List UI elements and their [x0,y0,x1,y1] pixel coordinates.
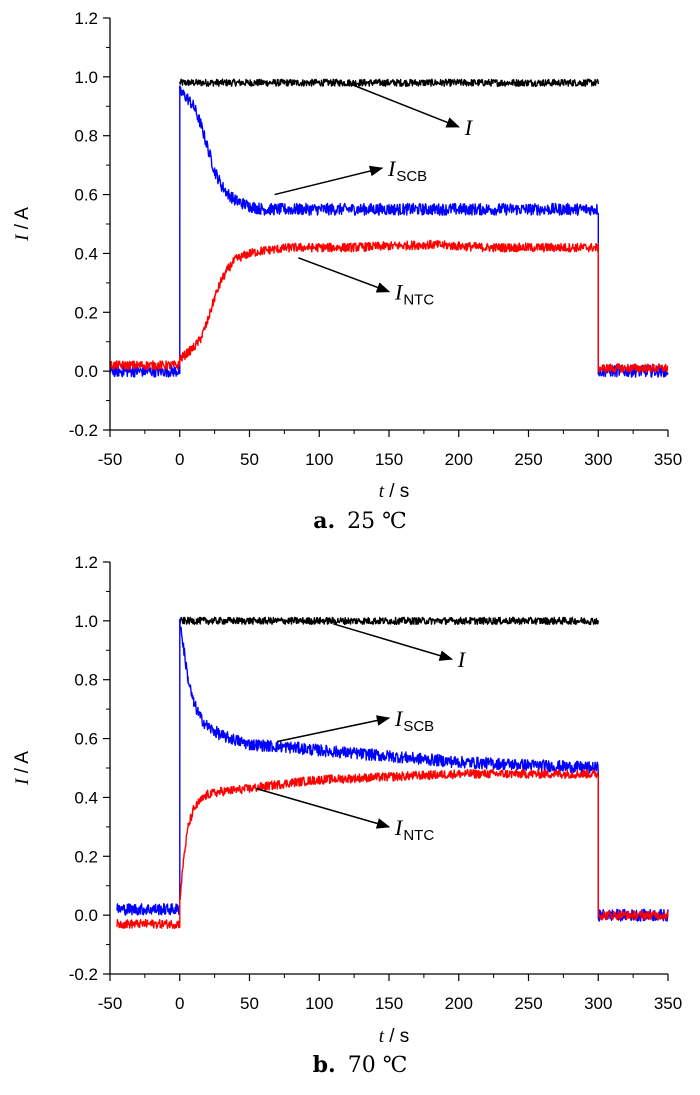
x-tick-label: 0 [175,994,184,1013]
x-tick-label: 100 [305,450,333,469]
series-trace [109,239,669,374]
series-trace [109,85,669,378]
series-current-scb [116,618,669,922]
series-trace [116,768,669,929]
series-current-scb [109,85,669,378]
series-current-ntc [109,239,669,374]
series-trace [116,618,669,922]
y-axis-label: I / A [12,751,33,786]
annotation-ntc: INTC [298,257,434,309]
y-tick-label: 0.6 [74,730,98,749]
y-tick-label: 1.2 [74,9,98,28]
y-tick-label: 0.8 [74,127,98,146]
y-tick-label: 0.0 [74,906,98,925]
series-current-total [179,616,599,626]
x-tick-label: 300 [584,994,612,1013]
annotation-arrow [332,623,454,661]
series-current-ntc [116,768,669,929]
x-tick-label: 200 [445,994,473,1013]
y-tick-label: 0.2 [74,303,98,322]
annotation-scb: ISCB [277,706,434,743]
chart-panel-b: -0.2 0.0 0.2 0.4 0.6 0.8 1.0 1.2 -50 0 50 100 150 200… [12,553,682,1078]
annotation-arrow [346,82,461,128]
annotation-total: I [346,82,474,140]
annotation-label: INTC [394,280,434,309]
y-tick-label: -0.2 [69,965,98,984]
x-tick-label: 50 [240,994,259,1013]
x-tick-label: 100 [305,994,333,1013]
annotation-label: ISCB [387,156,427,185]
x-tick-label: 250 [514,450,542,469]
annotation-arrow [274,165,384,196]
x-tick-label: 0 [175,450,184,469]
x-axis-label: t / s [379,481,410,502]
x-tick-label: 150 [375,450,403,469]
x-tick-label: 200 [445,450,473,469]
y-tick-label: 0.4 [74,244,98,263]
x-tick-label: 350 [654,994,682,1013]
y-tick-label: 1.2 [74,553,98,572]
x-tick-label: 300 [584,450,612,469]
annotation-arrow [277,715,391,743]
annotation-arrow [298,257,391,293]
y-tick-label: 0.0 [74,362,98,381]
x-tick-label: -50 [98,450,123,469]
annotation-label: I [464,115,474,140]
annotation-label: ISCB [394,706,434,735]
annotation-label: INTC [394,815,434,844]
x-tick-label: 50 [240,450,259,469]
y-axis-label: I / A [12,207,33,242]
y-tick-label: 1.0 [74,68,98,87]
x-tick-label: -50 [98,994,123,1013]
x-tick-label: 350 [654,450,682,469]
x-axis-label: t / s [379,1026,410,1047]
x-tick-label: 250 [514,994,542,1013]
panel-caption: b. 70 ℃ [313,1052,408,1078]
annotation-ntc: INTC [256,787,434,844]
x-tick-label: 150 [375,994,403,1013]
chart-panel-a: -0.2 0.0 0.2 0.4 0.6 0.8 1.0 1.2 -50 0 50 100 150 200… [12,9,682,534]
series-current-total [179,78,599,87]
y-tick-label: 0.6 [74,186,98,205]
y-tick-label: 0.4 [74,788,98,807]
panel-caption: a. 25 ℃ [313,508,407,534]
series-trace [179,78,599,87]
annotation-arrow [256,787,391,829]
y-tick-label: 0.8 [74,671,98,690]
annotation-scb: ISCB [274,156,427,196]
annotation-total: I [332,623,467,672]
y-tick-label: 0.2 [74,847,98,866]
annotation-label: I [457,647,467,672]
series-trace [179,616,599,626]
y-tick-label: 1.0 [74,612,98,631]
y-tick-label: -0.2 [69,421,98,440]
